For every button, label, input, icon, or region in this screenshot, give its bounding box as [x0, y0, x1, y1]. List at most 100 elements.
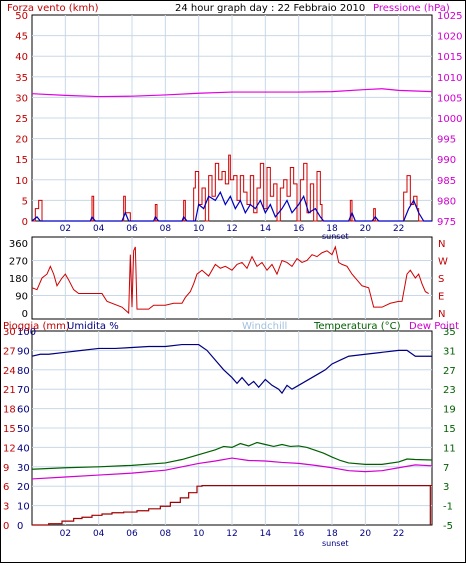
compass-label: N [438, 309, 445, 320]
hour-tick-label: 18 [326, 224, 338, 234]
pressure-tick-label: 1025 [437, 11, 462, 22]
rain-tick-label: 0 [3, 521, 9, 532]
pressure-tick-label: 985 [437, 176, 456, 187]
wind-tick-label: 15 [15, 155, 28, 166]
temperature-series [31, 441, 433, 470]
humidity-tick-label: 20 [17, 482, 30, 493]
humidity-axis-title: Umidita % [67, 321, 119, 332]
pressure-tick-label: 980 [437, 196, 456, 207]
wind-tick-label: 30 [15, 93, 28, 104]
direction-tick-label: 270 [9, 257, 28, 268]
hour-tick-label: 14 [260, 224, 272, 234]
pressure-series [31, 88, 433, 98]
hour-tick-label: 12 [226, 529, 237, 539]
pressure-tick-label: 1020 [437, 32, 462, 43]
temperature-tick-label: -5 [443, 521, 453, 532]
rain-tick-label: 15 [3, 424, 16, 435]
pressure-tick-label: 1010 [437, 73, 462, 84]
wind-tick-label: 10 [15, 176, 28, 187]
climate-panel-grid [32, 331, 432, 525]
hour-tick-label: 06 [126, 529, 138, 539]
temperature-tick-label: 3 [443, 482, 449, 493]
temperature-legend: Temperatura (°C) [313, 321, 401, 332]
temperature-tick-label: 31 [443, 346, 456, 357]
compass-label: W [438, 257, 448, 268]
rain-series [32, 484, 432, 526]
windchill-legend: Windchill [242, 321, 287, 332]
temperature-tick-label: 35 [443, 327, 456, 338]
pressure-axis-title: Pressione (hPa) [373, 3, 450, 14]
wind-axis-title: Forza vento (kmh) [7, 3, 99, 14]
temperature-tick-label: 11 [443, 443, 456, 454]
direction-tick-label: 180 [9, 274, 28, 285]
pressure-tick-label: 975 [437, 217, 456, 228]
wind-tick-label: 0 [22, 217, 28, 228]
hour-tick-label: 10 [193, 529, 205, 539]
humidity-tick-label: 70 [17, 385, 30, 396]
hour-tick-label: 02 [60, 529, 71, 539]
hour-tick-label: 12 [226, 224, 237, 234]
dewpoint-legend: Dew Point [409, 321, 459, 332]
rain-tick-label: 12 [3, 443, 16, 454]
rain-axis-title: Pioggia (mm) [3, 321, 70, 332]
rain-tick-label: 27 [3, 346, 16, 357]
rain-tick-label: 30 [3, 327, 16, 338]
wind-tick-label: 35 [15, 73, 28, 84]
hour-tick-label: 06 [126, 224, 138, 234]
humidity-tick-label: 100 [17, 327, 36, 338]
sunset-label-bottom: sunset [322, 539, 349, 548]
wind-tick-label: 5 [22, 196, 28, 207]
direction-tick-label: 0 [22, 309, 28, 320]
temperature-tick-label: 19 [443, 405, 456, 416]
hour-tick-label: 04 [93, 224, 105, 234]
sunset-label-top: sunset [322, 232, 349, 241]
hour-tick-label: 22 [393, 529, 404, 539]
hour-tick-label: 14 [260, 529, 272, 539]
temperature-tick-label: 15 [443, 424, 456, 435]
wind-tick-label: 25 [15, 114, 28, 125]
direction-tick-label: 360 [9, 239, 28, 250]
wind-average-series [31, 190, 432, 222]
temperature-tick-label: 7 [443, 463, 449, 474]
humidity-tick-label: 60 [17, 405, 30, 416]
hour-tick-label: 22 [393, 224, 404, 234]
rain-tick-label: 6 [3, 482, 9, 493]
humidity-tick-label: 40 [17, 443, 30, 454]
humidity-tick-label: 30 [17, 463, 30, 474]
humidity-tick-label: 50 [17, 424, 30, 435]
pressure-tick-label: 995 [437, 135, 456, 146]
rain-tick-label: 9 [3, 463, 9, 474]
hour-tick-label: 20 [360, 224, 372, 234]
temperature-tick-label: -1 [443, 502, 453, 513]
temperature-tick-label: 27 [443, 366, 456, 377]
wind-speed-series [32, 154, 432, 222]
compass-label: E [438, 292, 444, 303]
pressure-tick-label: 1005 [437, 93, 462, 104]
hour-tick-label: 04 [93, 529, 105, 539]
humidity-tick-label: 10 [17, 502, 30, 513]
wind-tick-label: 50 [15, 11, 28, 22]
rain-tick-label: 3 [3, 502, 9, 513]
humidity-series [31, 343, 432, 395]
data-series [31, 88, 433, 526]
axis-labels: 0510152025303540455097598098599099510001… [3, 11, 462, 539]
hour-tick-label: 08 [160, 224, 172, 234]
rain-tick-label: 21 [3, 385, 16, 396]
humidity-tick-label: 90 [17, 346, 30, 357]
humidity-tick-label: 0 [17, 521, 23, 532]
wind-direction-series [31, 245, 429, 315]
direction-tick-label: 90 [15, 292, 28, 303]
hour-tick-label: 20 [360, 529, 372, 539]
compass-label: S [438, 274, 444, 285]
rain-tick-label: 18 [3, 405, 16, 416]
hour-tick-label: 18 [326, 529, 338, 539]
temperature-tick-label: 23 [443, 385, 456, 396]
wind-tick-label: 20 [15, 135, 28, 146]
hour-tick-label: 16 [293, 224, 305, 234]
hour-tick-label: 16 [293, 529, 305, 539]
pressure-tick-label: 990 [437, 155, 456, 166]
chart-title: 24 hour graph day : 22 Febbraio 2010 [175, 3, 365, 14]
hour-tick-label: 02 [60, 224, 71, 234]
